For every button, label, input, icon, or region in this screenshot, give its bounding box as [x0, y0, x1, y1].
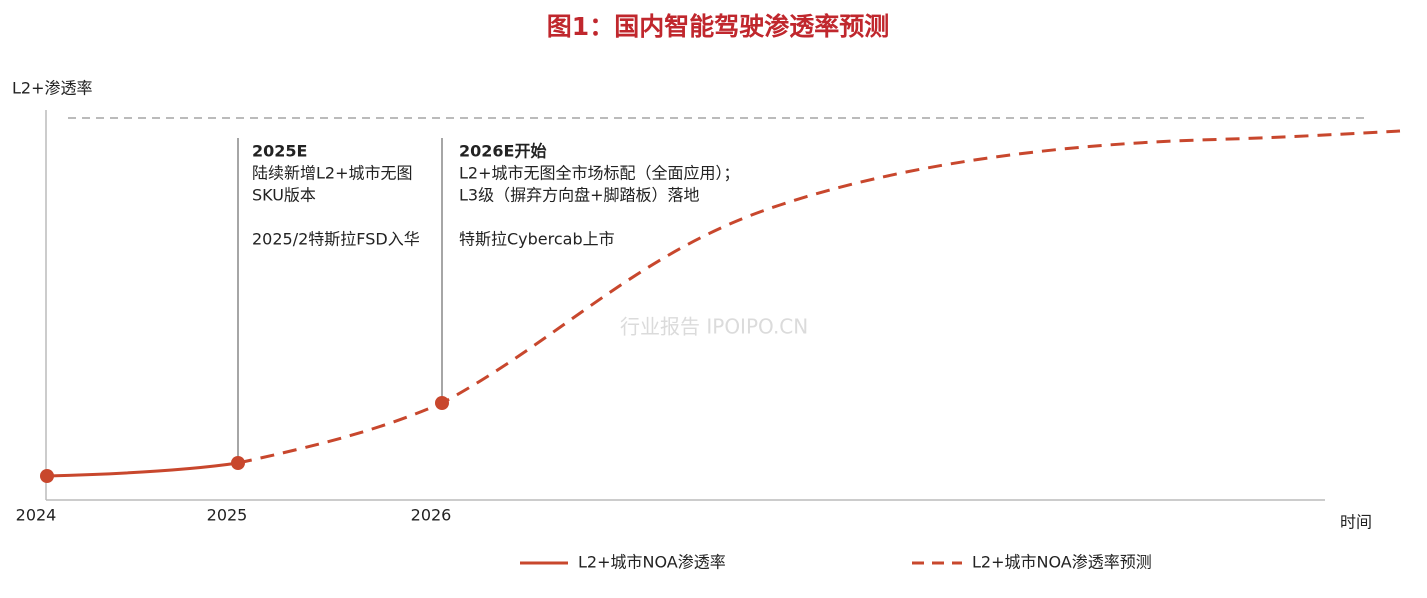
- annotation-text: L3级（摒弃方向盘+脚踏板）落地: [459, 186, 700, 205]
- point: [435, 396, 449, 410]
- point: [40, 469, 54, 483]
- point: [231, 456, 245, 470]
- chart-title: 图1：国内智能驾驶渗透率预测: [547, 12, 889, 41]
- x-tick-label: 2025: [207, 506, 248, 525]
- annotation-heading: 2025E: [252, 142, 307, 161]
- x-tick-label: 2024: [16, 506, 57, 525]
- annotation-text: 2025/2特斯拉FSD入华: [252, 230, 420, 249]
- annotation-heading: 2026E开始: [459, 142, 546, 161]
- annotation-text: SKU版本: [252, 186, 316, 205]
- forecast-curve: [237, 129, 1401, 465]
- actual-curve: [46, 461, 239, 478]
- y-axis-label: L2+渗透率: [12, 79, 93, 98]
- legend-label: L2+城市NOA渗透率预测: [972, 553, 1152, 572]
- watermark: 行业报告 IPOIPO.CN: [620, 315, 808, 339]
- annotations: 2025E 陆续新增L2+城市无图 SKU版本 2025/2特斯拉FSD入华 2026E…: [252, 142, 740, 249]
- annotation-text: 特斯拉Cybercab上市: [459, 230, 615, 249]
- annotation-text: 陆续新增L2+城市无图: [252, 164, 413, 183]
- x-tick-label: 2026: [411, 506, 452, 525]
- x-axis-label: 时间: [1340, 513, 1372, 532]
- legend-label: L2+城市NOA渗透率: [578, 553, 726, 572]
- annotation-text: L2+城市无图全市场标配（全面应用）；: [459, 164, 740, 183]
